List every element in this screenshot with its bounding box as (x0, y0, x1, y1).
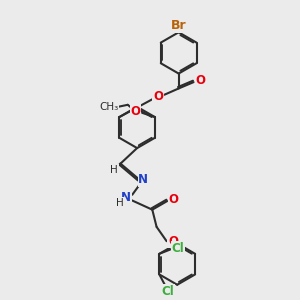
Text: CH₃: CH₃ (99, 102, 119, 112)
Text: N: N (138, 173, 148, 186)
Text: Br: Br (171, 20, 187, 32)
Text: O: O (153, 90, 163, 103)
Text: Cl: Cl (172, 242, 184, 255)
Text: Cl: Cl (162, 285, 174, 298)
Text: O: O (131, 105, 141, 118)
Text: N: N (121, 191, 131, 204)
Text: O: O (169, 193, 178, 206)
Text: O: O (168, 235, 178, 248)
Text: O: O (195, 74, 206, 87)
Text: H: H (110, 165, 118, 175)
Text: H: H (116, 198, 124, 208)
